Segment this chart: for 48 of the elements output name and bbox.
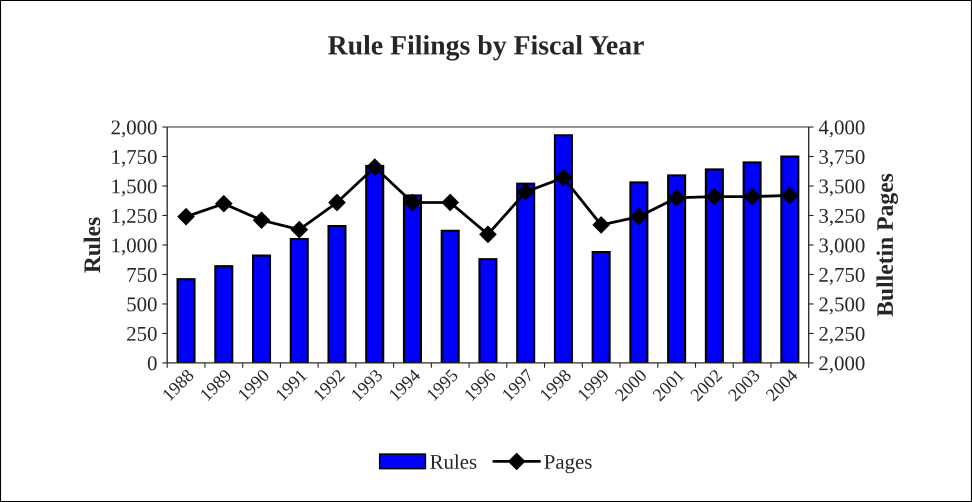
point (668, 189, 686, 206)
point (366, 158, 384, 176)
point (252, 212, 270, 229)
bar (592, 251, 611, 363)
y-tick-label: 0 (148, 356, 157, 370)
x-tick-label: 1991 (275, 368, 308, 402)
point (592, 216, 610, 234)
y-tick-label: 1,500 (112, 179, 157, 196)
y-tick-label: 500 (127, 297, 157, 312)
bar (214, 265, 234, 363)
point (215, 195, 232, 212)
point (781, 186, 798, 204)
legend-label: Rules (430, 454, 476, 469)
point (706, 188, 723, 206)
y2-tick-label: 2,500 (819, 297, 865, 314)
bar (478, 258, 498, 363)
point (744, 188, 761, 206)
bar (252, 254, 272, 363)
y2-tick-label: 3,000 (819, 238, 865, 256)
y2-tick-label: 2,000 (819, 356, 865, 374)
point (328, 194, 346, 212)
y2-tick-label: 3,250 (819, 208, 865, 226)
y-tick-label: 1,250 (112, 208, 157, 226)
y2-tick-label: 2,250 (819, 326, 865, 344)
bar (327, 225, 347, 363)
y-axis-title: Rules (84, 217, 100, 273)
y2-tick-label: 4,000 (818, 120, 865, 138)
point (290, 221, 308, 238)
chart-title: Rule Filings by Fiscal Year (328, 35, 644, 61)
point (479, 226, 496, 243)
point (404, 194, 422, 212)
y2-tick-label: 2,750 (819, 268, 865, 285)
y2-tick-label: 3,500 (819, 179, 865, 196)
y-tick-label: 750 (128, 268, 157, 282)
point (554, 169, 572, 186)
bar (176, 278, 196, 363)
point (517, 183, 534, 200)
point (178, 208, 195, 226)
y2-tick-label: 3,750 (819, 150, 865, 167)
y2-axis-title: Bulletin Pages (876, 174, 898, 316)
y-tick-label: 250 (127, 326, 157, 341)
y-tick-label: 1,750 (112, 150, 157, 167)
legend-label: Pages (544, 455, 592, 474)
bar (440, 230, 460, 363)
point (630, 208, 648, 226)
y-tick-label: 2,000 (112, 120, 157, 138)
y-tick-label: 1,000 (112, 238, 157, 256)
point (442, 194, 459, 212)
